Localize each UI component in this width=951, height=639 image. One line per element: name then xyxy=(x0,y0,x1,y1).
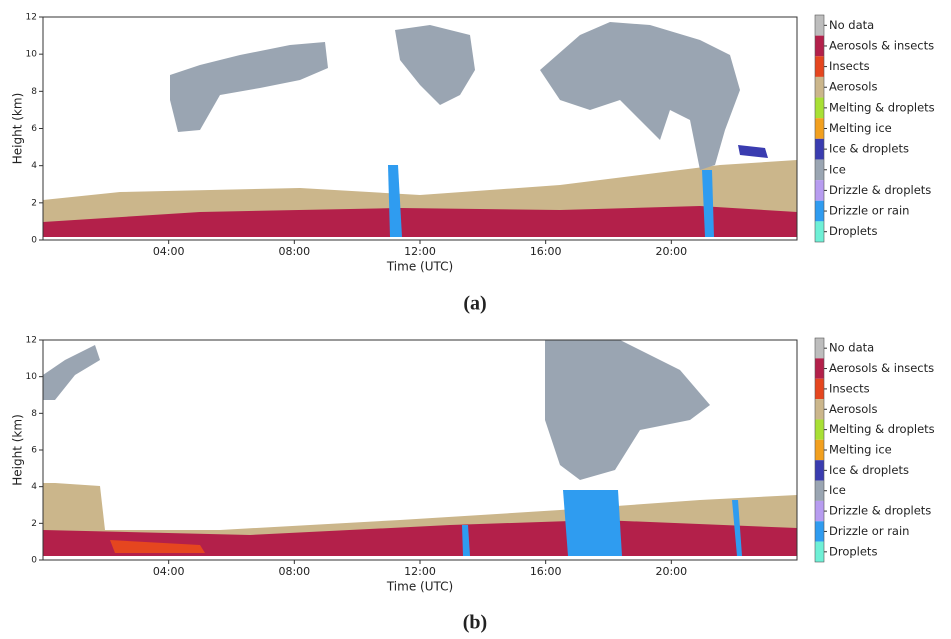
legend-label: Ice xyxy=(829,483,846,497)
colorbar-segment xyxy=(815,221,824,242)
colorbar-segment xyxy=(815,138,824,160)
x-tick-label: 16:00 xyxy=(530,565,562,578)
legend-label: No data xyxy=(829,341,874,355)
y-tick-label: 6 xyxy=(31,124,37,134)
y-tick-label: 4 xyxy=(31,161,37,171)
echo-region xyxy=(43,206,797,237)
colorbar-segment xyxy=(815,76,824,98)
x-tick-label: 08:00 xyxy=(278,565,310,578)
x-tick-label: 20:00 xyxy=(655,565,687,578)
colorbar-segment xyxy=(815,97,824,119)
x-axis-label: Time (UTC) xyxy=(386,580,453,594)
legend-label: Drizzle or rain xyxy=(829,524,909,538)
colorbar-segment xyxy=(815,419,824,440)
x-tick-label: 08:00 xyxy=(278,245,310,258)
legend-label: Ice & droplets xyxy=(829,142,909,156)
panel-b-echoes xyxy=(43,340,797,556)
legend-label: Ice xyxy=(829,162,846,176)
legend-label: Aerosols & insects xyxy=(829,361,934,375)
echo-region xyxy=(545,340,710,480)
echo-region xyxy=(738,145,768,158)
colorbar-segment xyxy=(815,358,824,379)
echo-region xyxy=(110,540,205,553)
legend-label: Melting & droplets xyxy=(829,422,935,436)
legend-label: Droplets xyxy=(829,544,877,558)
y-tick-label: 4 xyxy=(31,482,37,492)
y-tick-label: 2 xyxy=(31,198,37,208)
x-tick-label: 04:00 xyxy=(153,565,185,578)
y-tick-label: 0 xyxy=(31,236,37,246)
legend-label: Drizzle or rain xyxy=(829,204,909,218)
colorbar-segment xyxy=(815,480,824,501)
legend-label: Insects xyxy=(829,59,870,73)
legend-label: No data xyxy=(829,18,874,32)
panel-caption: (b) xyxy=(463,612,487,634)
y-tick-label: 8 xyxy=(31,409,37,419)
y-tick-label: 0 xyxy=(31,556,37,566)
colorbar-segment xyxy=(815,399,824,420)
y-tick-label: 8 xyxy=(31,87,37,97)
legend-label: Aerosols & insects xyxy=(829,38,934,52)
echo-region xyxy=(540,22,740,170)
legend-label: Aerosols xyxy=(829,80,877,94)
echo-region xyxy=(170,42,328,132)
y-axis-label: Height (km) xyxy=(11,93,25,164)
y-tick-label: 2 xyxy=(31,519,37,529)
y-tick-label: 6 xyxy=(31,446,37,456)
legend-label: Aerosols xyxy=(829,402,877,416)
x-tick-label: 12:00 xyxy=(404,565,436,578)
colorbar-frame xyxy=(814,337,825,563)
x-tick-label: 04:00 xyxy=(153,245,185,258)
x-tick-label: 12:00 xyxy=(404,245,436,258)
colorbar-segment xyxy=(815,56,824,77)
legend-label: Drizzle & droplets xyxy=(829,183,931,197)
echo-region xyxy=(732,500,742,556)
legend-label: Drizzle & droplets xyxy=(829,504,931,518)
colorbar-segment xyxy=(815,460,824,481)
echo-region xyxy=(395,25,475,105)
colorbar-segment xyxy=(815,118,824,139)
panel-a-echoes xyxy=(43,22,797,237)
colorbar-segment xyxy=(815,180,824,201)
colorbar-segment xyxy=(815,35,824,57)
colorbar-segment xyxy=(815,521,824,542)
colorbar-segment xyxy=(815,378,824,400)
legend-label: Melting ice xyxy=(829,121,892,135)
x-tick-label: 16:00 xyxy=(530,245,562,258)
y-tick-label: 10 xyxy=(26,372,38,382)
y-tick-label: 10 xyxy=(26,50,38,60)
legend-label: Ice & droplets xyxy=(829,463,909,477)
echo-region xyxy=(43,345,100,400)
y-tick-label: 12 xyxy=(26,13,37,23)
colorbar-segment xyxy=(815,200,824,222)
y-axis-label: Height (km) xyxy=(11,414,25,485)
echo-region xyxy=(462,525,470,556)
colorbar-segment xyxy=(815,338,824,359)
colorbar-segment xyxy=(815,500,824,522)
colorbar-segment xyxy=(815,159,824,181)
colorbar-segment xyxy=(815,541,824,562)
y-tick-label: 12 xyxy=(26,336,37,346)
legend-label: Melting & droplets xyxy=(829,100,935,114)
colorbar-segment xyxy=(815,439,824,461)
legend-label: Melting ice xyxy=(829,443,892,457)
x-axis-label: Time (UTC) xyxy=(386,260,453,274)
echo-region xyxy=(563,490,622,556)
colorbar-frame xyxy=(814,14,825,243)
legend-label: Droplets xyxy=(829,224,877,238)
echo-region xyxy=(702,170,714,237)
panel-caption: (a) xyxy=(463,293,486,315)
echo-region xyxy=(388,165,402,237)
x-tick-label: 20:00 xyxy=(655,245,687,258)
colorbar-segment xyxy=(815,15,824,36)
legend-label: Insects xyxy=(829,381,870,395)
